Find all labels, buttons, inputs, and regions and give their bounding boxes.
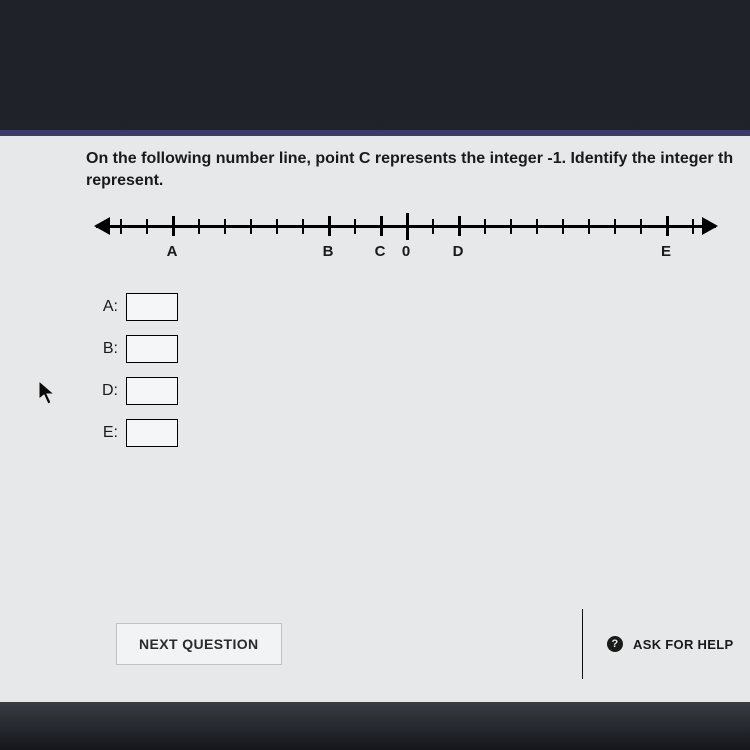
question-line-1: On the following number line, point C re… — [86, 150, 733, 167]
tick — [640, 219, 642, 234]
tick — [588, 219, 590, 234]
cursor-icon — [38, 380, 58, 406]
tick — [120, 219, 122, 234]
tick — [146, 219, 148, 234]
tick — [198, 219, 200, 234]
help-icon: ? — [607, 636, 623, 652]
tick — [172, 216, 175, 236]
number-line: A B C0 D E — [96, 211, 716, 273]
tick-label: E — [661, 243, 671, 260]
arrow-right-icon — [702, 217, 718, 235]
tick-label: C — [375, 243, 386, 260]
answer-row: A: — [94, 293, 750, 321]
tick — [458, 216, 461, 236]
tick — [692, 219, 694, 234]
tick-label: B — [323, 243, 334, 260]
desk-shadow — [0, 702, 750, 750]
photo-background: On the following number line, point C re… — [0, 0, 750, 750]
tick — [328, 216, 331, 236]
answer-input[interactable] — [126, 293, 178, 321]
question-text: On the following number line, point C re… — [86, 148, 750, 193]
tick — [562, 219, 564, 234]
tick — [276, 219, 278, 234]
next-question-button[interactable]: NEXT QUESTION — [116, 623, 282, 665]
ask-for-help-button[interactable]: ? ASK FOR HELP — [607, 636, 733, 652]
tick — [380, 216, 383, 236]
answer-row: D: — [94, 377, 750, 405]
answer-inputs: A: B: D: E: — [94, 293, 750, 447]
tick-label: 0 — [402, 243, 410, 260]
tick — [354, 219, 356, 234]
tick-label: A — [167, 243, 178, 260]
tick — [432, 219, 434, 234]
tick — [406, 213, 409, 240]
answer-input[interactable] — [126, 335, 178, 363]
question-panel: On the following number line, point C re… — [86, 148, 750, 690]
tick — [536, 219, 538, 234]
tick — [250, 219, 252, 234]
tick — [484, 219, 486, 234]
button-bar: NEXT QUESTION ? ASK FOR HELP — [116, 620, 740, 668]
vertical-divider — [582, 609, 584, 679]
answer-input[interactable] — [126, 377, 178, 405]
tick — [224, 219, 226, 234]
ask-for-help-label: ASK FOR HELP — [633, 637, 733, 652]
answer-label: B: — [94, 340, 118, 358]
answer-label: D: — [94, 382, 118, 400]
tick-label: D — [453, 243, 464, 260]
tick — [666, 216, 669, 236]
answer-label: A: — [94, 298, 118, 316]
tick — [510, 219, 512, 234]
answer-row: E: — [94, 419, 750, 447]
answer-label: E: — [94, 424, 118, 442]
answer-input[interactable] — [126, 419, 178, 447]
answer-row: B: — [94, 335, 750, 363]
tick — [302, 219, 304, 234]
question-line-2: represent. — [86, 172, 163, 189]
tick — [614, 219, 616, 234]
